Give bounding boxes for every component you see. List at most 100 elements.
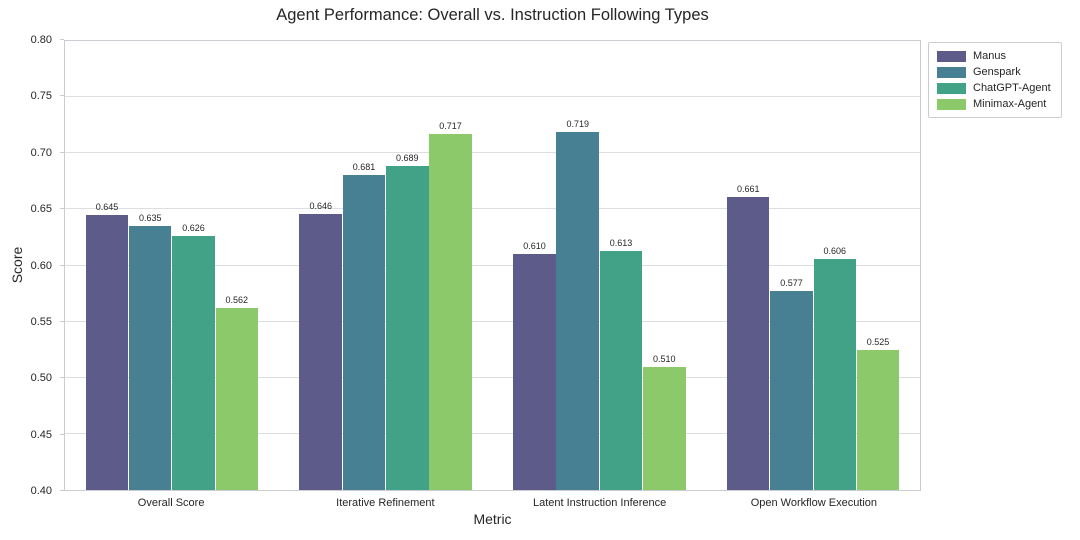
- bar-value-label: 0.681: [352, 161, 376, 172]
- y-tick-mark: [60, 264, 64, 266]
- y-tick-label: 0.40: [30, 485, 52, 497]
- y-axis: 0.40 0.45 0.50 0.55 0.60 0.65 0.70 0.75 0.80: [0, 34, 64, 497]
- bar-wrap: 0.510: [643, 41, 686, 490]
- plot-area: 0.645 0.635 0.626 0.562 0.646 0.681 0.689 0.717…: [64, 40, 921, 491]
- bar-wrap: 0.606: [813, 41, 857, 490]
- bar-manus: [726, 197, 770, 490]
- legend-item: Genspark: [937, 66, 1051, 78]
- legend: Manus Genspark ChatGPT-Agent Minimax-Agent: [928, 42, 1062, 118]
- bar-wrap: 0.681: [342, 41, 386, 490]
- bar-group: 0.610 0.719 0.613 0.510: [493, 41, 707, 490]
- bar-manus: [85, 215, 129, 490]
- bar-minimax-agent: [215, 308, 259, 490]
- bar-wrap: 0.645: [85, 41, 129, 490]
- bar-wrap: 0.525: [856, 41, 900, 490]
- gridline: [65, 208, 920, 210]
- x-axis: Overall Score Iterative Refinement Latent …: [64, 492, 921, 509]
- y-tick-mark: [60, 490, 64, 491]
- bar-value-label: 0.719: [566, 118, 589, 129]
- bar-chatgpt-agent: [599, 250, 643, 490]
- legend-label: Minimax-Agent: [973, 98, 1047, 110]
- legend-swatch-icon: [937, 50, 966, 62]
- bar-wrap: 0.661: [726, 41, 770, 490]
- y-tick-label: 0.60: [30, 259, 52, 272]
- bar-value-label: 0.635: [138, 213, 162, 224]
- bar-value-label: 0.646: [309, 200, 332, 211]
- bar-value-label: 0.645: [95, 202, 119, 212]
- bar-value-label: 0.606: [823, 245, 847, 256]
- bar-genspark: [556, 131, 599, 490]
- bar-wrap: 0.635: [128, 41, 172, 490]
- legend-item: ChatGPT-Agent: [937, 82, 1051, 94]
- bar-wrap: 0.577: [770, 41, 813, 490]
- y-tick-mark: [60, 377, 64, 379]
- bar-genspark: [342, 174, 386, 490]
- bar-value-label: 0.577: [780, 278, 803, 289]
- bar-chatgpt-agent: [813, 258, 857, 490]
- y-tick-mark: [60, 208, 64, 210]
- y-tick-label: 0.45: [30, 428, 52, 441]
- x-axis-label: Metric: [473, 511, 512, 527]
- bar-value-label: 0.626: [182, 223, 205, 234]
- y-tick-label: 0.70: [30, 146, 52, 159]
- legend-item: Minimax-Agent: [937, 98, 1051, 110]
- bar-value-label: 0.613: [609, 237, 633, 248]
- legend-label: Genspark: [973, 66, 1021, 78]
- y-tick-mark: [60, 95, 64, 97]
- bar-group: 0.645 0.635 0.626 0.562: [65, 41, 279, 490]
- y-tick-mark: [60, 433, 64, 435]
- legend-label: Manus: [973, 50, 1007, 62]
- bar-groups: 0.645 0.635 0.626 0.562 0.646 0.681 0.689 0.717…: [65, 41, 920, 490]
- legend-item: Manus: [937, 50, 1051, 62]
- bar-value-label: 0.510: [653, 353, 676, 364]
- y-tick-mark: [60, 151, 64, 153]
- y-tick-label: 0.75: [30, 90, 52, 103]
- x-tick-label: Iterative Refinement: [336, 497, 435, 509]
- legend-swatch-icon: [937, 98, 966, 110]
- x-tick-label: Overall Score: [137, 497, 205, 509]
- y-tick-label: 0.65: [30, 203, 52, 216]
- y-tick-mark: [60, 39, 64, 40]
- bar-wrap: 0.610: [513, 41, 556, 490]
- gridline: [65, 264, 920, 266]
- gridline: [65, 152, 920, 154]
- legend-swatch-icon: [937, 66, 966, 78]
- y-tick-label: 0.55: [30, 315, 52, 328]
- bar-wrap: 0.646: [299, 41, 342, 490]
- bar-wrap: 0.717: [429, 41, 472, 490]
- bar-wrap: 0.689: [386, 41, 429, 490]
- bar-manus: [299, 213, 342, 490]
- bar-value-label: 0.689: [396, 152, 419, 163]
- x-tick-label: Open Workflow Execution: [750, 497, 878, 509]
- bar-value-label: 0.661: [736, 184, 760, 195]
- bar-value-label: 0.562: [225, 295, 249, 306]
- legend-label: ChatGPT-Agent: [973, 82, 1051, 94]
- bar-chatgpt-agent: [386, 165, 429, 490]
- bar-wrap: 0.562: [215, 41, 259, 490]
- bar-genspark: [770, 291, 813, 490]
- legend-swatch-icon: [937, 82, 966, 94]
- bar-value-label: 0.610: [523, 241, 546, 252]
- y-tick-label: 0.50: [30, 372, 52, 385]
- bar-wrap: 0.626: [172, 41, 215, 490]
- bar-group: 0.646 0.681 0.689 0.717: [279, 41, 493, 490]
- bar-manus: [513, 254, 556, 490]
- bar-genspark: [128, 226, 172, 490]
- gridline: [65, 432, 920, 434]
- bar-minimax-agent: [856, 349, 900, 490]
- bar-group: 0.661 0.577 0.606 0.525: [706, 41, 920, 490]
- gridline: [65, 376, 920, 378]
- x-tick-label: Latent Instruction Inference: [532, 497, 667, 509]
- bar-value-label: 0.525: [866, 336, 890, 347]
- y-tick-label: 0.80: [30, 34, 52, 46]
- y-tick-mark: [60, 320, 64, 322]
- bar-minimax-agent: [429, 134, 472, 490]
- bar-chatgpt-agent: [172, 236, 215, 490]
- gridline: [65, 320, 920, 322]
- bar-wrap: 0.613: [599, 41, 643, 490]
- chart-title: Agent Performance: Overall vs. Instructi…: [276, 6, 709, 24]
- bar-wrap: 0.719: [556, 41, 599, 490]
- bar-minimax-agent: [643, 366, 686, 490]
- bar-value-label: 0.717: [439, 121, 462, 132]
